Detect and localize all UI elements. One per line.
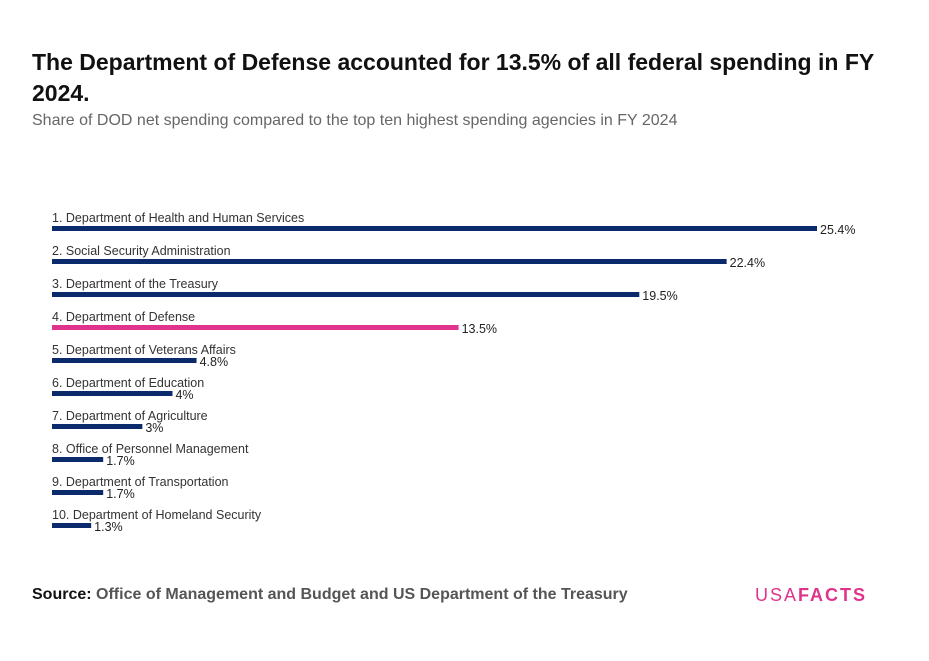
data-label: 4.8% <box>200 355 229 369</box>
bar <box>52 259 727 264</box>
usafacts-logo: USAFACTS <box>755 585 867 606</box>
bar <box>52 490 104 495</box>
bar <box>52 523 92 528</box>
data-label: 13.5% <box>462 322 497 336</box>
category-label: 9. Department of Transportation <box>52 475 229 489</box>
source-note: Source: Office of Management and Budget … <box>32 586 628 604</box>
data-label: 19.5% <box>642 289 677 303</box>
data-label: 1.3% <box>94 520 123 534</box>
logo-light-text: USA <box>755 585 799 605</box>
category-label: 5. Department of Veterans Affairs <box>52 343 236 357</box>
category-label: 6. Department of Education <box>52 376 204 390</box>
bar <box>52 226 817 231</box>
category-label: 4. Department of Defense <box>52 310 195 324</box>
data-label: 1.7% <box>106 487 135 501</box>
category-label: 7. Department of Agriculture <box>52 409 208 423</box>
category-label: 10. Department of Homeland Security <box>52 508 262 522</box>
chart-title: The Department of Defense accounted for … <box>32 49 874 106</box>
category-label: 2. Social Security Administration <box>52 244 231 258</box>
data-label: 3% <box>145 421 163 435</box>
bar-chart: 1. Department of Health and Human Servic… <box>52 211 855 534</box>
chart-subtitle: Share of DOD net spending compared to th… <box>32 112 678 129</box>
bar <box>52 424 143 429</box>
bar <box>52 457 104 462</box>
category-label: 1. Department of Health and Human Servic… <box>52 211 304 225</box>
category-label: 8. Office of Personnel Management <box>52 442 249 456</box>
source-text: Office of Management and Budget and US D… <box>96 586 628 603</box>
bar <box>52 391 173 396</box>
bar <box>52 325 459 330</box>
category-label: 3. Department of the Treasury <box>52 277 219 291</box>
logo-bold-text: FACTS <box>798 585 868 605</box>
data-label: 25.4% <box>820 223 855 237</box>
data-label: 1.7% <box>106 454 135 468</box>
bar <box>52 292 640 297</box>
data-label: 22.4% <box>730 256 765 270</box>
bar <box>52 358 197 363</box>
source-label: Source: <box>32 586 92 603</box>
data-label: 4% <box>175 388 193 402</box>
